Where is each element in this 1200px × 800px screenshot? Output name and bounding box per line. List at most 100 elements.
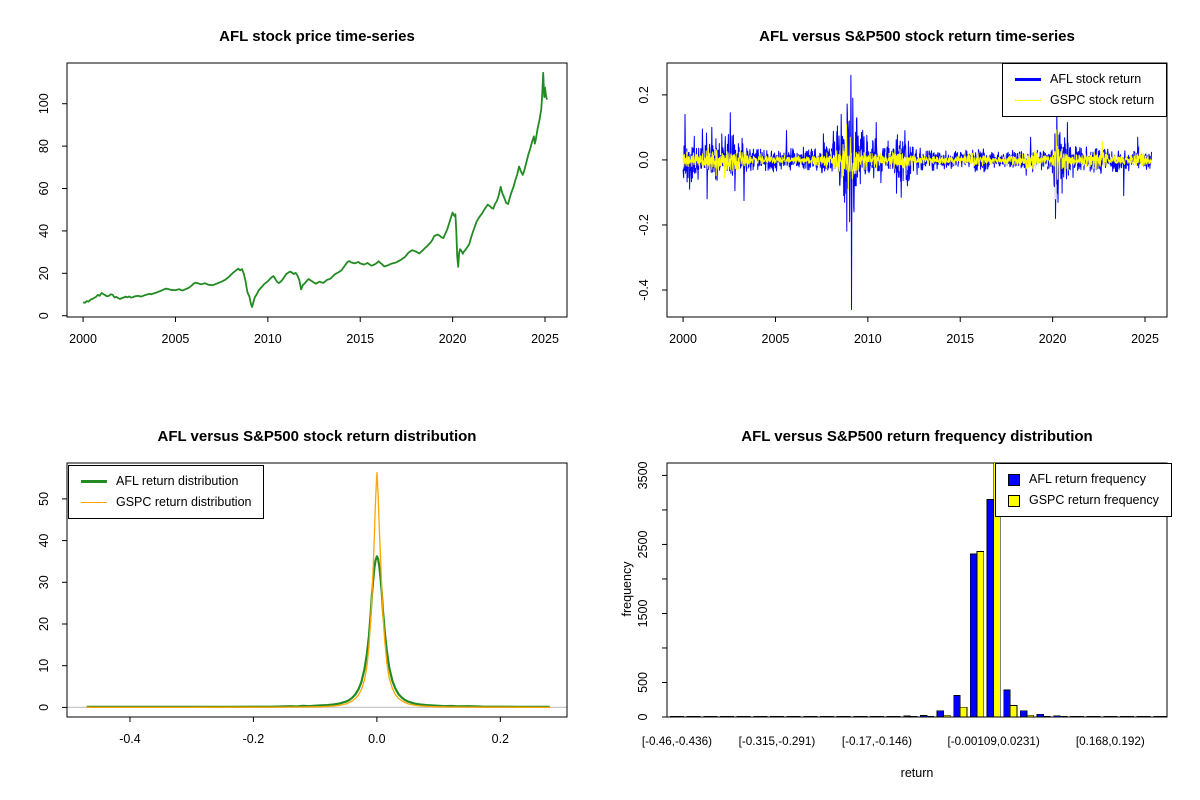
- frequency-bar: [1009, 705, 1018, 717]
- frequency-bar: [1053, 715, 1061, 717]
- bin-label: [-0.00109,0.0231): [948, 735, 1040, 748]
- y-tick-label: 3500: [636, 461, 650, 489]
- legend-entry: AFL return distribution: [81, 471, 251, 492]
- y-tick-label: 0: [636, 713, 650, 720]
- histogram-legend: AFL return frequency GSPC return frequen…: [995, 463, 1172, 517]
- frequency-bar: [926, 715, 935, 717]
- frequency-bar: [959, 706, 968, 717]
- frequency-bar: [843, 715, 851, 717]
- legend-label: GSPC stock return: [1050, 93, 1155, 107]
- frequency-bar: [943, 714, 951, 717]
- x-tick-label: -0.2: [243, 732, 265, 746]
- frequency-bar: [919, 715, 928, 717]
- x-tick-label: 0.0: [368, 732, 385, 746]
- y-tick-label: 1500: [636, 600, 650, 628]
- y-tick-label: 10: [37, 659, 51, 673]
- x-tick-label: 2005: [162, 332, 190, 346]
- frequency-bar: [1153, 715, 1161, 717]
- frequency-bar: [1036, 713, 1045, 717]
- returns-legend: AFL stock return GSPC stock return: [1002, 63, 1168, 117]
- frequency-bar: [703, 715, 711, 717]
- frequency-bar: [1059, 715, 1068, 717]
- gspc-series-line: [86, 471, 550, 708]
- frequency-bar: [1003, 689, 1011, 717]
- frequency-bar: [1119, 715, 1128, 717]
- frequency-bar: [776, 715, 785, 717]
- frequency-bar: [676, 715, 685, 717]
- frequency-bar: [859, 715, 868, 717]
- frequency-bar: [786, 715, 795, 717]
- frequency-bar: [986, 499, 995, 717]
- y-tick-label: 0.0: [637, 151, 651, 168]
- frequency-bar: [1026, 714, 1035, 717]
- frequency-bar: [876, 715, 885, 717]
- bin-label: [-0.315,-0.291): [739, 735, 816, 748]
- y-tick-label: 20: [37, 266, 51, 280]
- legend-label: AFL stock return: [1050, 72, 1142, 86]
- frequency-bar: [893, 715, 901, 717]
- y-tick-label: 50: [37, 492, 51, 506]
- frequency-bar: [903, 715, 911, 717]
- afl-density-line-swatch: [81, 480, 107, 483]
- frequency-bar: [953, 695, 961, 717]
- legend-label: GSPC return distribution: [116, 495, 252, 509]
- frequency-bar: [669, 715, 678, 717]
- price-chart-title: AFL stock price time-series: [219, 28, 415, 45]
- afl-frequency-bars: [669, 499, 1161, 717]
- density-chart: -0.4 -0.2 0.0 0.2 0 10 20 30 40 50: [37, 462, 568, 746]
- legend-label: GSPC return frequency: [1029, 493, 1159, 507]
- afl-series-line: [86, 555, 550, 708]
- frequency-bar: [819, 715, 828, 717]
- legend-entry: GSPC stock return: [1015, 90, 1154, 111]
- frequency-bar: [1103, 715, 1111, 717]
- frequency-bar: [686, 715, 695, 717]
- hist-y-axis-label: frequency: [620, 561, 634, 617]
- x-tick-label: 2010: [254, 332, 282, 346]
- frequency-bar: [1159, 715, 1167, 717]
- frequency-bar: [976, 550, 985, 717]
- price-chart: 2000 2005 2010 2015 2020 2025 0 20 40 60 80 100: [37, 62, 568, 346]
- y-tick-label: 60: [37, 182, 51, 196]
- x-tick-label: 2015: [946, 332, 974, 346]
- frequency-bar: [969, 553, 978, 717]
- returns-chart: 2000 2005 2010 2015 2020 2025 0.2 0.0 -0.2 -0.4: [637, 62, 1168, 346]
- frequency-bar: [1019, 710, 1028, 717]
- legend-entry: GSPC return distribution: [81, 492, 251, 513]
- frequency-bar: [1136, 715, 1145, 717]
- x-tick-label: 2010: [854, 332, 882, 346]
- returns-chart-title: AFL versus S&P500 stock return time-seri…: [759, 28, 1075, 45]
- frequency-bar: [1076, 715, 1085, 717]
- frequency-bar: [736, 715, 745, 717]
- y-tick-label: 20: [37, 617, 51, 631]
- histogram-chart-title: AFL versus S&P500 return frequency distr…: [741, 428, 1093, 445]
- frequency-bar: [826, 715, 835, 717]
- frequency-bar: [886, 715, 895, 717]
- y-tick-label: 80: [37, 139, 51, 153]
- frequency-bar: [1109, 715, 1118, 717]
- legend-label: AFL return distribution: [116, 474, 239, 488]
- y-tick-label: 500: [636, 672, 650, 693]
- frequency-bar: [743, 715, 751, 717]
- afl-frequency-swatch: [1008, 473, 1020, 486]
- frequency-bar: [1126, 715, 1135, 717]
- gspc-density-line-swatch: [81, 501, 107, 504]
- gspc-frequency-swatch: [1008, 494, 1020, 507]
- frequency-bar: [809, 715, 818, 717]
- frequency-bar: [693, 715, 701, 717]
- y-tick-label: 2500: [636, 530, 650, 558]
- frequency-bar: [853, 715, 861, 717]
- frequency-bar: [1143, 715, 1151, 717]
- x-tick-label: 2005: [762, 332, 790, 346]
- frequency-bar: [1043, 715, 1051, 717]
- y-tick-label: 0.2: [637, 86, 651, 103]
- bin-label: [0.168,0.192): [1076, 735, 1145, 748]
- plot-frame: [66, 62, 568, 318]
- y-tick-label: 0: [37, 312, 51, 319]
- afl-return-line-swatch: [1015, 77, 1041, 82]
- frequency-bar: [1069, 715, 1078, 717]
- x-tick-label: 2000: [669, 332, 697, 346]
- frequency-bar: [936, 710, 945, 717]
- hist-x-axis-label: return: [900, 766, 934, 780]
- frequency-bar: [1086, 715, 1095, 717]
- x-tick-label: 2020: [439, 332, 467, 346]
